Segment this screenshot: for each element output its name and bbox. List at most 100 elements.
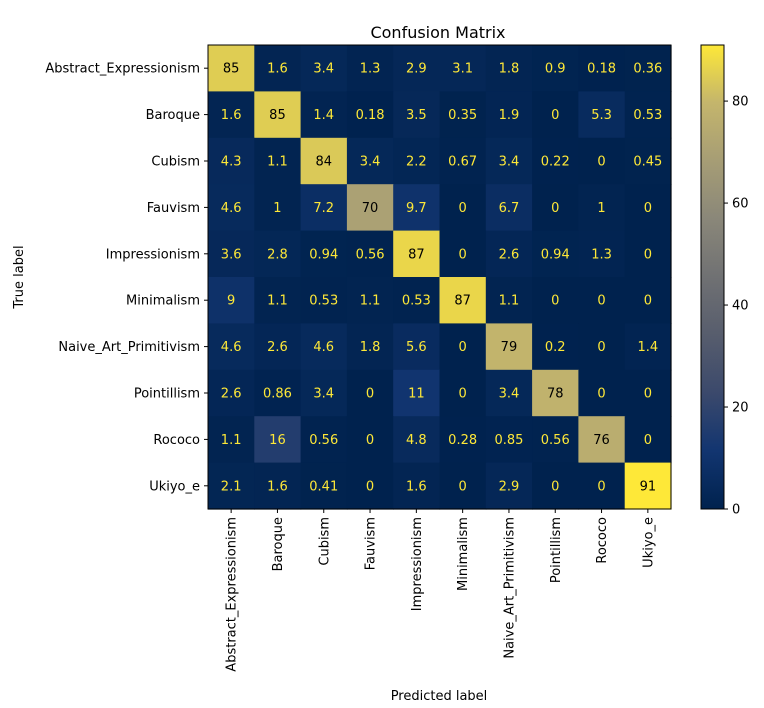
heatmap-cell — [578, 323, 626, 371]
cell-value-label: 0.28 — [448, 433, 477, 448]
heatmap-cell — [532, 45, 579, 92]
heatmap-cell — [208, 462, 255, 510]
chart-title: Confusion Matrix — [370, 23, 505, 42]
cell-value-label: 9 — [227, 294, 235, 309]
cell-value-label: 0 — [597, 155, 605, 170]
cell-value-label: 0 — [459, 479, 467, 494]
x-tick-label: Abstract_Expressionism — [225, 517, 240, 672]
heatmap-cell — [439, 323, 487, 371]
y-tick-label: Fauvism — [147, 201, 200, 216]
cell-value-label: 9.7 — [406, 201, 427, 216]
heatmap-cell — [485, 416, 533, 464]
heatmap-cell — [439, 45, 487, 92]
heatmap-cell — [624, 184, 672, 232]
cell-value-label: 0.53 — [633, 108, 662, 123]
cell-value-label: 0 — [459, 247, 467, 262]
cell-value-label: 0 — [459, 201, 467, 216]
cell-value-label: 1.8 — [360, 340, 381, 355]
x-tick-label: Naive_Art_Primitivism — [502, 517, 517, 659]
cell-value-label: 0.56 — [356, 247, 385, 262]
heatmap-cell — [439, 91, 487, 139]
cell-value-label: 0 — [551, 479, 559, 494]
cell-value-label: 2.1 — [221, 479, 242, 494]
heatmap-cell — [393, 277, 441, 324]
heatmap-cell — [393, 416, 441, 464]
heatmap-cell — [624, 369, 672, 417]
heatmap-cell — [624, 45, 672, 92]
heatmap-cell — [208, 230, 255, 278]
heatmap-cell — [208, 323, 255, 371]
x-axis: Abstract_Expressionism Baroque Cubism Fauvi… — [225, 509, 656, 672]
x-tick-label: Impressionism — [410, 517, 425, 611]
heatmap-cell — [393, 323, 441, 371]
heatmap-cell — [254, 137, 302, 185]
heatmap-cell — [346, 462, 394, 510]
cell-value-label: 2.2 — [406, 155, 427, 170]
heatmap-cell — [346, 45, 394, 92]
colorbar-tick-label: 80 — [732, 95, 749, 110]
heatmap-cell — [254, 323, 302, 371]
cell-value-label: 1.3 — [360, 62, 381, 77]
cell-value-label: 4.3 — [221, 155, 242, 170]
heatmap-cell — [578, 277, 626, 324]
heatmap-cell — [624, 416, 672, 464]
cell-value-label: 70 — [362, 201, 379, 216]
cell-value-label: 4.8 — [406, 433, 427, 448]
heatmap-cell — [208, 45, 255, 92]
cell-value-label: 0 — [459, 340, 467, 355]
y-tick-label: Cubism — [151, 155, 200, 170]
heatmap-cell — [485, 184, 533, 232]
colorbar-tick-label: 0 — [732, 503, 740, 518]
heatmap-cell — [485, 369, 533, 417]
heatmap-cell — [254, 230, 302, 278]
heatmap-cell — [578, 369, 626, 417]
cell-value-label: 5.3 — [591, 108, 612, 123]
cell-value-label: 1 — [273, 201, 281, 216]
cell-value-label: 0.36 — [633, 62, 662, 77]
cell-value-label: 84 — [315, 155, 332, 170]
heatmap-cell — [208, 137, 255, 185]
x-tick-label: Rococo — [595, 517, 610, 564]
heatmap-cell — [208, 277, 255, 324]
heatmap-cell — [300, 184, 348, 232]
y-tick-label: Ukiyo_e — [149, 479, 200, 494]
heatmap-cell — [439, 369, 487, 417]
cell-value-label: 2.6 — [499, 247, 520, 262]
cell-value-label: 0.94 — [309, 247, 338, 262]
cell-value-label: 0.86 — [263, 387, 292, 402]
cell-value-label: 0 — [366, 387, 374, 402]
y-tick-label: Minimalism — [126, 294, 200, 309]
cell-value-label: 0.53 — [309, 294, 338, 309]
cell-value-label: 85 — [269, 108, 286, 123]
cell-value-label: 1.8 — [499, 62, 520, 77]
heatmap-cell — [578, 416, 626, 464]
cell-value-label: 7.2 — [313, 201, 334, 216]
heatmap-cell — [485, 230, 533, 278]
cell-value-label: 2.6 — [267, 340, 288, 355]
heatmap-cell — [532, 277, 579, 324]
heatmap-cell — [208, 91, 255, 139]
cell-value-label: 3.5 — [406, 108, 427, 123]
heatmap-cell — [393, 230, 441, 278]
heatmap-cell — [346, 184, 394, 232]
cell-value-label: 1 — [597, 201, 605, 216]
cell-value-label: 0 — [366, 433, 374, 448]
cell-value-label: 1.1 — [267, 294, 288, 309]
heatmap-cell — [485, 137, 533, 185]
cell-value-label: 1.1 — [360, 294, 381, 309]
cell-value-label: 87 — [408, 247, 425, 262]
cell-value-label: 2.9 — [406, 62, 427, 77]
heatmap-cell — [254, 91, 302, 139]
heatmap-cell — [439, 462, 487, 510]
y-tick-label: Impressionism — [106, 247, 200, 262]
y-tick-label: Rococo — [153, 433, 200, 448]
heatmap-cell — [624, 323, 672, 371]
y-tick-label: Baroque — [146, 108, 200, 123]
heatmap-cell — [485, 45, 533, 92]
cell-value-label: 0 — [597, 387, 605, 402]
heatmap-cell — [485, 277, 533, 324]
colorbar-tick-label: 20 — [732, 401, 749, 416]
cell-value-label: 0.22 — [541, 155, 570, 170]
cell-value-label: 1.4 — [638, 340, 659, 355]
